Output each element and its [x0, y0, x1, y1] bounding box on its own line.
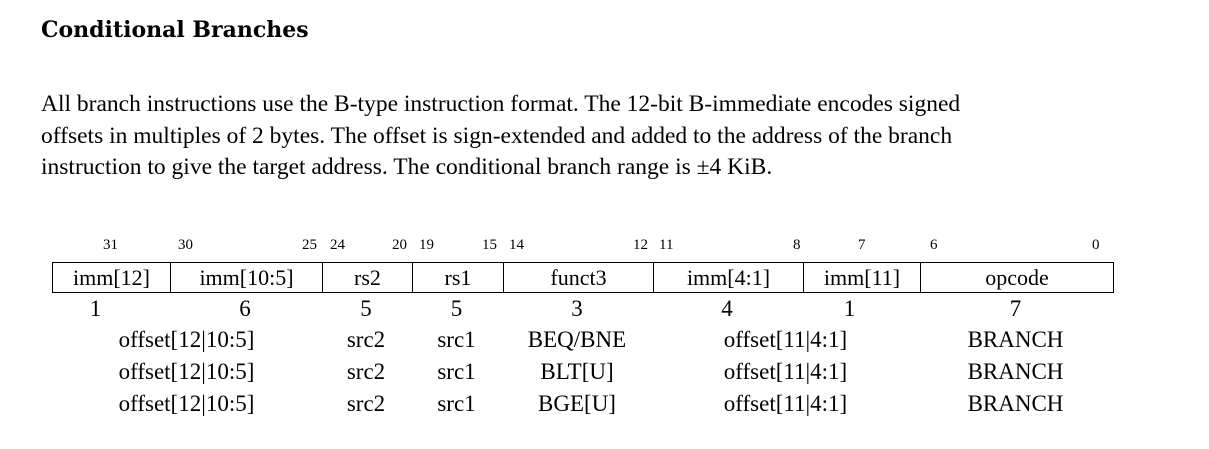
bit-label-14: 14 — [509, 237, 524, 253]
row3-offset-hi: offset[12|10:5] — [118, 391, 255, 416]
bit-label-7: 7 — [858, 237, 866, 253]
field-funct3: funct3 — [503, 263, 653, 292]
row1-opcode: BRANCH — [967, 327, 1064, 352]
row3-src2: src2 — [346, 391, 386, 416]
bit-label-12: 12 — [633, 237, 648, 253]
bit-label-30: 30 — [178, 237, 193, 253]
field-rs2: rs2 — [322, 263, 412, 292]
row2-src1: src1 — [437, 359, 476, 384]
width-funct3: 3 — [571, 296, 583, 321]
row2-funct3: BLT[U] — [540, 359, 614, 384]
paragraph-line-1: All branch instructions use the B-type i… — [41, 91, 961, 117]
row3-opcode: BRANCH — [967, 391, 1064, 416]
row1-offset-hi: offset[12|10:5] — [118, 327, 255, 352]
row1-src1: src1 — [437, 327, 476, 352]
row2-src2: src2 — [346, 359, 386, 384]
bit-label-15: 15 — [482, 237, 497, 253]
row2-opcode: BRANCH — [967, 359, 1064, 384]
row2-offset-lo: offset[11|4:1] — [723, 359, 848, 384]
paragraph-line-2: offsets in multiples of 2 bytes. The off… — [41, 122, 953, 149]
field-opcode: opcode — [920, 263, 1113, 292]
width-imm12: 1 — [89, 296, 102, 321]
row3-offset-lo: offset[11|4:1] — [723, 391, 848, 416]
bit-label-6: 6 — [930, 237, 938, 253]
bit-label-24: 24 — [330, 237, 345, 253]
bit-label-25: 25 — [302, 237, 317, 253]
bit-label-0: 0 — [1092, 237, 1100, 253]
section-heading: Conditional Branches — [41, 17, 309, 43]
field-rs1: rs1 — [412, 263, 503, 292]
width-imm10-5: 6 — [239, 296, 251, 321]
row3-funct3: BGE[U] — [538, 391, 616, 416]
bit-label-11: 11 — [659, 237, 674, 253]
description-paragraph: All branch instructions use the B-type i… — [41, 89, 1141, 184]
instruction-format-box: imm[12] imm[10:5] rs2 rs1 funct3 imm[4:1… — [52, 262, 1114, 293]
bit-label-20: 20 — [392, 237, 407, 253]
width-imm11: 1 — [843, 296, 856, 321]
bit-label-19: 19 — [419, 237, 434, 253]
bit-label-31: 31 — [103, 237, 118, 253]
row1-src2: src2 — [346, 327, 386, 352]
field-imm11: imm[11] — [803, 263, 920, 292]
width-rs2: 5 — [360, 296, 372, 321]
paragraph-line-3: instruction to give the target address. … — [41, 154, 773, 180]
field-imm12: imm[12] — [73, 265, 150, 290]
bit-label-8: 8 — [793, 237, 801, 253]
width-rs1: 5 — [450, 296, 463, 321]
field-imm4-1: imm[4:1] — [653, 263, 803, 292]
row1-offset-lo: offset[11|4:1] — [723, 327, 848, 352]
row3-src1: src1 — [437, 391, 476, 416]
width-imm4-1: 4 — [721, 296, 733, 321]
row2-offset-hi: offset[12|10:5] — [118, 359, 255, 384]
row1-funct3: BEQ/BNE — [527, 327, 627, 352]
field-imm10-5: imm[10:5] — [170, 263, 322, 292]
width-opcode: 7 — [1009, 296, 1022, 321]
